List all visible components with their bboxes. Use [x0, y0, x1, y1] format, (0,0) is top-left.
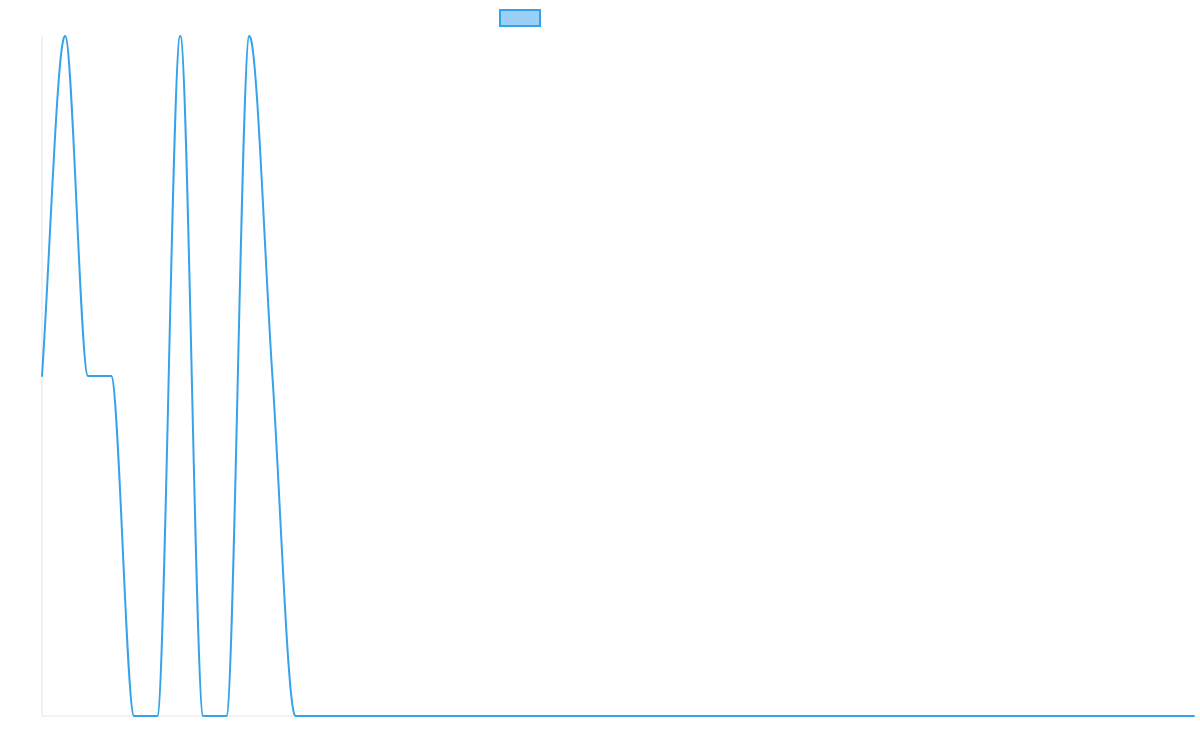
series-layer — [41, 35, 1195, 717]
axes — [41, 36, 1194, 717]
series-line-0 — [41, 35, 1195, 717]
legend[interactable] — [499, 9, 541, 27]
legend-swatch[interactable] — [499, 9, 541, 27]
